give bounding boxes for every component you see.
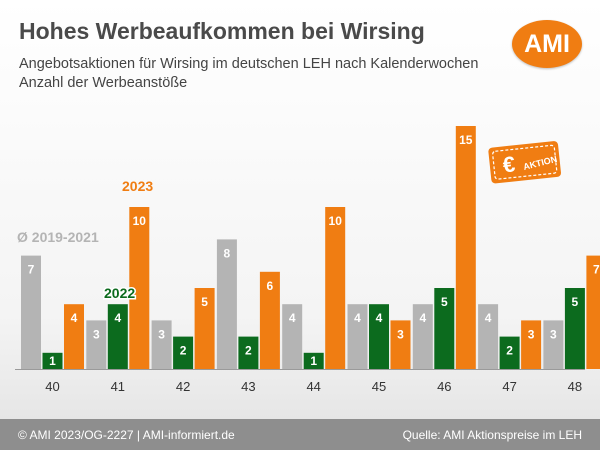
data-label-2022-kw43: 2: [245, 344, 252, 358]
bar-avg-kw43: [216, 239, 237, 369]
data-label-2022-kw41: 4: [114, 311, 121, 325]
data-label-2023-kw44: 10: [329, 214, 343, 228]
x-tick-label-kw48: 48: [568, 379, 582, 394]
x-tick-label-kw44: 44: [306, 379, 320, 394]
badge-euro: €: [502, 151, 517, 177]
data-label-2023-kw43: 6: [267, 279, 274, 293]
x-tick-label-kw42: 42: [176, 379, 190, 394]
chart-subtitle: Angebotsaktionen für Wirsing im deutsche…: [19, 55, 478, 93]
bar-2022-kw40: [42, 352, 63, 369]
subtitle-line-2: Anzahl der Werbeanstöße: [19, 75, 188, 91]
bar-avg-kw40: [21, 255, 41, 369]
ami-logo: AMI: [512, 20, 582, 68]
data-label-avg-kw47: 4: [485, 311, 492, 325]
x-tick-label-kw40: 40: [45, 379, 59, 394]
data-label-avg-kw44: 4: [289, 311, 296, 325]
x-axis: 40 41 42 43 44 45 46 47 48: [15, 369, 585, 394]
bar-avg-kw41: [86, 320, 107, 369]
data-label-avg-kw48: 3: [550, 327, 557, 341]
x-tick-label-kw45: 45: [372, 379, 386, 394]
bar-2023-kw42: [194, 288, 215, 369]
bar-2022-kw45: [369, 304, 389, 369]
data-label-2023-kw41: 10: [133, 214, 147, 228]
bar-avg-kw44: [282, 304, 303, 369]
bar-2022-kw41: [107, 304, 128, 369]
bar-2023-kw41: [129, 207, 150, 369]
subtitle-line-1: Angebotsaktionen für Wirsing im deutsche…: [19, 56, 479, 72]
bar-2023-kw46: [455, 126, 476, 369]
data-label-avg-kw42: 3: [158, 327, 165, 341]
data-label-2022-kw40: 1: [49, 354, 56, 368]
bar-2023-kw40: [64, 304, 84, 369]
data-label-2022-kw46: 5: [441, 295, 448, 309]
data-label-2023-kw42: 5: [201, 295, 208, 309]
footer-copyright: © AMI 2023/OG-2227 | AMI-informiert.de: [18, 428, 235, 442]
data-label-avg-kw41: 3: [93, 327, 100, 341]
chart-title: Hohes Werbeaufkommen bei Wirsing: [19, 18, 425, 44]
footer-bar: © AMI 2023/OG-2227 | AMI-informiert.de Q…: [0, 419, 600, 450]
bar-2023-kw43: [259, 271, 280, 369]
bar-2022-kw42: [173, 336, 194, 369]
data-label-2022-kw45: 4: [376, 311, 383, 325]
data-label-2022-kw44: 1: [310, 354, 317, 368]
data-label-2022-kw42: 2: [180, 344, 187, 358]
data-label-2023-kw47: 3: [528, 327, 535, 341]
bar-avg-kw45: [347, 304, 368, 369]
legend-label-2022: 2022: [104, 285, 135, 301]
bar-2022-kw43: [238, 336, 259, 369]
bar-2022-kw46: [434, 288, 455, 369]
bar-2023-kw47: [521, 320, 542, 369]
x-tick-label-kw43: 43: [241, 379, 255, 394]
data-label-avg-kw40: 7: [28, 263, 35, 277]
x-tick-label-kw47: 47: [502, 379, 516, 394]
data-label-avg-kw45: 4: [354, 311, 361, 325]
bar-2022-kw48: [564, 288, 585, 369]
bar-avg-kw46: [412, 304, 433, 369]
data-label-avg-kw43: 8: [224, 246, 231, 260]
legend-label-2023: 2023: [122, 178, 153, 194]
badge-border: [492, 144, 558, 180]
aktion-badge-icon: € AKTION: [488, 141, 561, 184]
footer-source: Quelle: AMI Aktionspreise im LEH: [402, 428, 582, 442]
data-label-2023-kw48: 7: [593, 263, 600, 277]
bar-2022-kw44: [303, 352, 324, 369]
x-tick-label-kw41: 41: [111, 379, 125, 394]
data-label-2023-kw45: 3: [397, 327, 404, 341]
bar-2023-kw44: [325, 207, 346, 369]
x-tick-label-kw46: 46: [437, 379, 451, 394]
badge-body: [488, 141, 561, 184]
data-label-2022-kw47: 2: [506, 344, 513, 358]
bar-avg-kw48: [543, 320, 564, 369]
bar-2023-kw45: [390, 320, 411, 369]
data-label-2023-kw40: 4: [71, 311, 78, 325]
data-label-2023-kw46: 15: [459, 133, 473, 147]
bar-2022-kw47: [499, 336, 520, 369]
legend-label-avg: Ø 2019-2021: [17, 229, 99, 245]
bar-avg-kw42: [151, 320, 172, 369]
bar-2023-kw48: [586, 255, 600, 369]
data-label-2022-kw48: 5: [572, 295, 579, 309]
data-label-avg-kw46: 4: [419, 311, 426, 325]
bar-avg-kw47: [478, 304, 499, 369]
